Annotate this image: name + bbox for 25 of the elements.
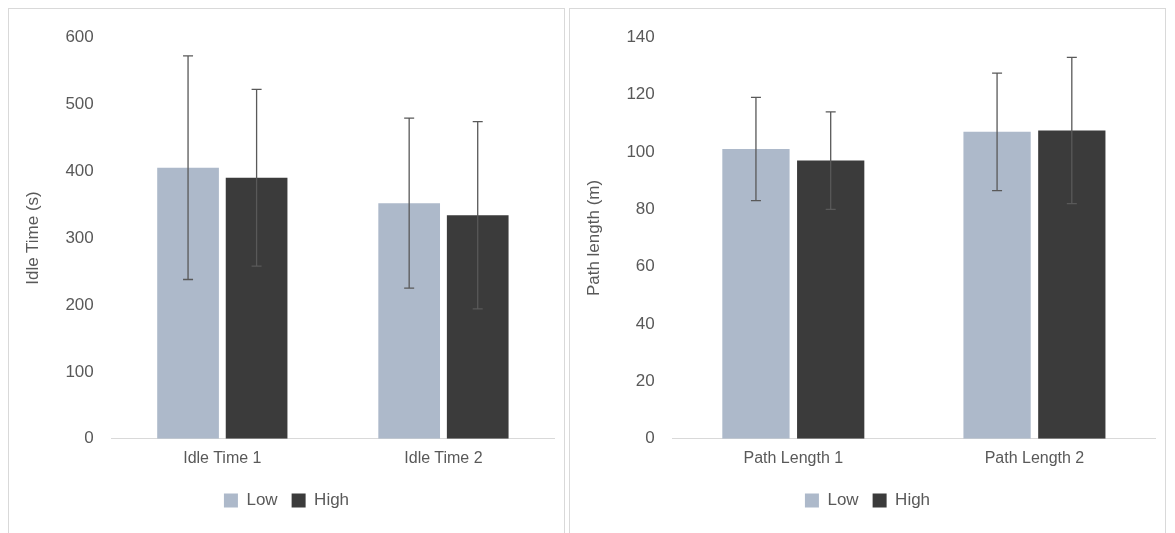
legend-label: High [895, 490, 931, 510]
y-tick-label: 600 [65, 26, 94, 46]
y-tick-label: 500 [65, 93, 94, 113]
y-tick-label: 100 [626, 141, 655, 161]
y-tick-label: 400 [65, 160, 94, 180]
y-tick-label: 0 [645, 428, 655, 448]
y-tick-label: 80 [635, 199, 655, 218]
legend-label: Low [827, 490, 860, 510]
y-tick-label: 0 [84, 428, 94, 448]
y-tick-label: 140 [626, 26, 655, 46]
x-tick-label: Path Length 1 [743, 448, 844, 466]
y-axis-title: Idle Time (s) [22, 191, 42, 285]
y-axis-title: Path length (m) [583, 179, 603, 297]
y-tick-label: 20 [635, 371, 655, 391]
x-tick-label: Idle Time 2 [404, 448, 483, 466]
legend-label: High [314, 490, 350, 510]
y-tick-label: 120 [626, 84, 655, 104]
x-tick-label: Idle Time 1 [183, 448, 262, 466]
y-tick-label: 200 [65, 294, 94, 314]
x-tick-label: Path Length 2 [984, 448, 1085, 466]
y-tick-label: 40 [635, 313, 655, 333]
y-tick-label: 300 [65, 227, 94, 247]
legend-label: Low [246, 490, 279, 510]
y-tick-label: 60 [635, 256, 655, 276]
y-tick-label: 100 [65, 361, 94, 381]
